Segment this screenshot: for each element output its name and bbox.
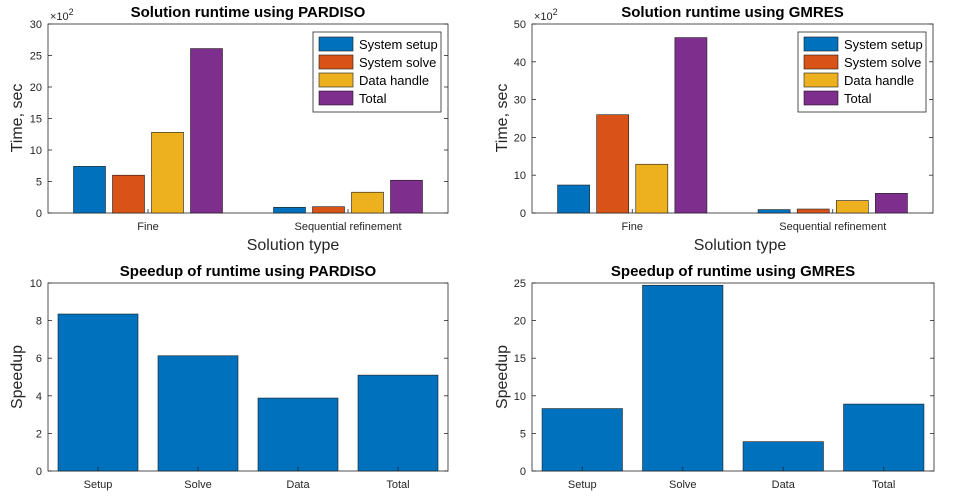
y-tick-label: 40: [514, 57, 526, 69]
y-axis-label: Time, sec: [494, 84, 511, 153]
y-multiplier: ×102: [534, 7, 558, 23]
bar-system-setup-2: [757, 209, 791, 214]
x-tick-label: Fine: [137, 221, 158, 233]
bar-system-setup-2: [273, 207, 306, 214]
bar-total-2: [390, 179, 423, 214]
legend-swatch: [803, 36, 839, 52]
y-tick-label: 10: [514, 391, 526, 403]
bar-data: [257, 397, 339, 472]
x-tick-label: Solve: [669, 479, 697, 491]
x-tick-label: Fine: [622, 221, 643, 233]
bar-total-2: [875, 193, 908, 214]
y-tick-label: 0: [36, 208, 42, 220]
legend-label: Data handle: [359, 73, 429, 88]
x-tick-label: Setup: [568, 479, 597, 491]
bar-setup: [541, 408, 623, 472]
y-tick-label: 8: [36, 316, 42, 328]
legend: System setup System solve Data handle Total: [797, 31, 927, 113]
y-tick-label: 6: [36, 353, 42, 365]
y-tick-label: 4: [36, 391, 42, 403]
bar-total: [843, 403, 925, 472]
x-tick-label: Solve: [184, 479, 212, 491]
y-tick-label: 20: [514, 132, 526, 144]
bar-system-solve-2: [312, 206, 345, 214]
x-tick-label: Total: [872, 479, 895, 491]
y-tick-label: 10: [30, 145, 42, 157]
bar-data-handle-1: [151, 132, 184, 214]
bar-solve: [642, 284, 724, 472]
y-tick-label: 25: [514, 278, 526, 290]
x-tick-label: Data: [772, 479, 796, 491]
chart-4: 0 5 10 15 20 25 Setup Solve Data Total Speedup of …: [494, 263, 935, 491]
chart-1: 0 5 10 15 20 25 30 Fine Sequential refinement Sol…: [9, 4, 449, 254]
chart-3: 0 2 4 6 8 10 Setup Solve Data Total Speedup of run…: [9, 263, 449, 491]
bar-total: [357, 374, 439, 472]
y-axis-label: Speedup: [9, 345, 26, 409]
x-tick-label: Setup: [84, 479, 113, 491]
chart-2: 0 10 20 30 40 50 Fine Sequential refinement Solu…: [494, 4, 934, 254]
chart-title: Speedup of runtime using GMRES: [611, 263, 855, 280]
x-tick-label: Data: [286, 479, 310, 491]
y-tick-label: 5: [36, 177, 42, 189]
y-tick-label: 15: [514, 353, 526, 365]
legend-label: System solve: [359, 55, 436, 70]
y-tick-label: 10: [30, 278, 42, 290]
y-tick-label: 0: [520, 208, 526, 220]
legend-label: System setup: [844, 37, 923, 52]
bar-system-setup-1: [557, 184, 590, 214]
bar-data-handle-2: [835, 200, 869, 214]
bar-setup: [57, 313, 139, 472]
y-axis-label: Time, sec: [9, 84, 26, 153]
chart-title: Solution runtime using GMRES: [621, 4, 844, 21]
bar-system-setup-1: [73, 166, 106, 214]
legend-label: System solve: [844, 55, 921, 70]
bar-data-handle-2: [351, 191, 384, 214]
legend-swatch: [318, 36, 354, 52]
y-tick-label: 50: [514, 19, 526, 31]
y-tick-label: 2: [36, 428, 42, 440]
bar-system-solve-2: [796, 208, 830, 214]
x-tick-label: Sequential refinement: [294, 221, 401, 233]
chart-title: Speedup of runtime using PARDISO: [120, 263, 377, 280]
bar-data: [742, 441, 824, 472]
chart-title: Solution runtime using PARDISO: [131, 4, 366, 21]
x-axis-label: Solution type: [694, 237, 787, 254]
legend: System setup System solve Data handle Total: [312, 31, 442, 113]
y-tick-label: 20: [30, 82, 42, 94]
bar-system-solve-1: [596, 114, 630, 214]
y-tick-label: 25: [30, 51, 42, 63]
bar-total-1: [190, 48, 223, 214]
legend-label: System setup: [359, 37, 438, 52]
legend-swatch: [318, 90, 354, 106]
x-axis-label: Solution type: [247, 237, 340, 254]
legend-swatch: [803, 72, 839, 88]
bar-data-handle-1: [635, 163, 669, 214]
bar-total-1: [674, 37, 708, 214]
y-tick-label: 20: [514, 316, 526, 328]
legend-label: Total: [359, 91, 387, 106]
legend-label: Total: [844, 91, 872, 106]
bar-solve: [157, 355, 239, 472]
y-tick-label: 15: [30, 114, 42, 126]
y-tick-label: 10: [514, 170, 526, 182]
x-tick-label: Sequential refinement: [779, 221, 886, 233]
y-tick-label: 30: [30, 19, 42, 31]
legend-swatch: [803, 90, 839, 106]
y-tick-label: 30: [514, 95, 526, 107]
bar-system-solve-1: [112, 174, 145, 214]
y-axis-label: Speedup: [494, 345, 511, 409]
legend-swatch: [318, 72, 354, 88]
x-tick-label: Total: [386, 479, 409, 491]
y-multiplier: ×102: [50, 7, 74, 23]
y-tick-label: 0: [520, 466, 526, 478]
y-tick-label: 5: [520, 428, 526, 440]
y-tick-label: 0: [36, 466, 42, 478]
legend-label: Data handle: [844, 73, 914, 88]
legend-swatch: [803, 54, 839, 70]
legend-swatch: [318, 54, 354, 70]
